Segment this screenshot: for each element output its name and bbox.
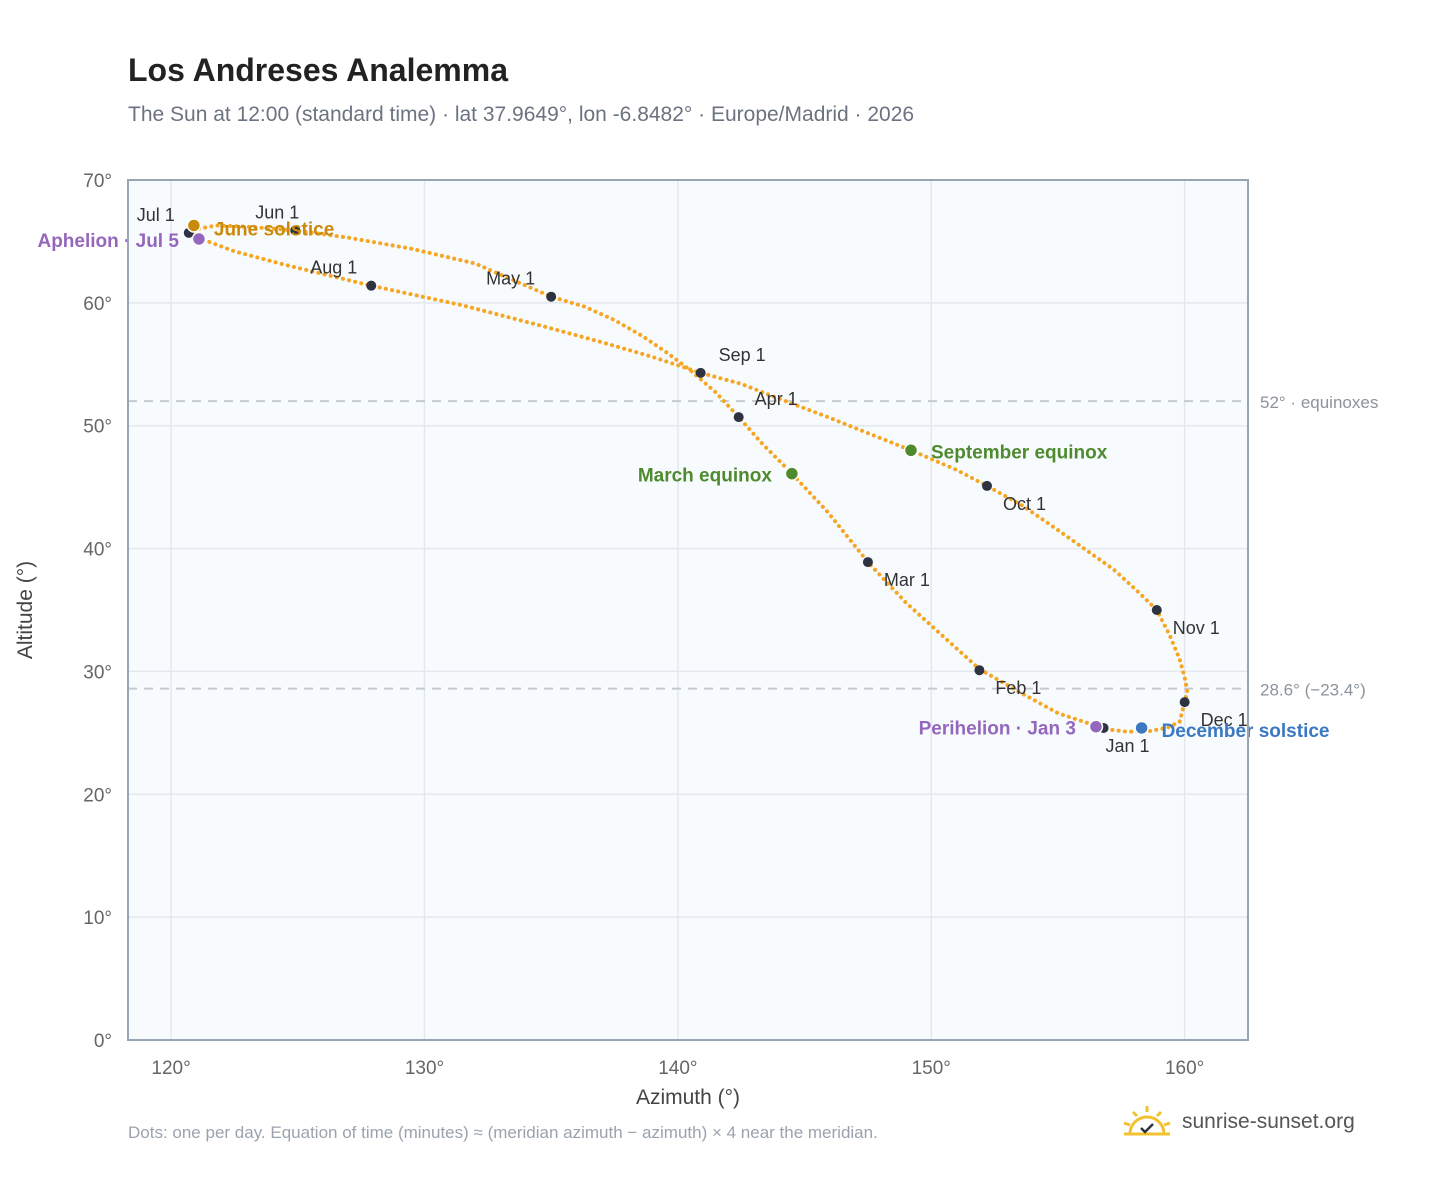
y-tick-label: 10° xyxy=(83,908,112,929)
y-tick-label: 30° xyxy=(83,662,112,683)
month-marker xyxy=(862,557,873,568)
plot-background xyxy=(128,180,1248,1040)
x-tick-label: 150° xyxy=(912,1058,951,1079)
brand-name: sunrise-sunset.org xyxy=(1182,1110,1355,1133)
sunrise-logo-icon xyxy=(1123,1106,1171,1136)
month-marker-label: Oct 1 xyxy=(1003,494,1046,514)
month-marker xyxy=(366,280,377,291)
event-marker-label: Aphelion · Jul 5 xyxy=(37,231,179,252)
y-axis-ticks: 0° 10° 20° 30° 40° 50° 60° 70° xyxy=(83,171,112,1052)
x-axis-ticks: 120° 130° 140° 150° 160° xyxy=(151,1058,1204,1079)
event-marker xyxy=(903,443,919,458)
month-marker xyxy=(733,412,744,423)
month-marker-label: Jul 1 xyxy=(137,205,175,225)
event-marker xyxy=(784,466,800,481)
month-marker-label: Dec 1 xyxy=(1201,710,1248,730)
event-marker xyxy=(191,231,207,247)
brand[interactable]: sunrise-sunset.org xyxy=(1120,1102,1355,1142)
event-marker-label: September equinox xyxy=(931,442,1108,463)
month-marker xyxy=(695,367,706,378)
month-marker-label: May 1 xyxy=(486,269,535,289)
reference-line-label: 52° · equinoxes xyxy=(1260,393,1378,412)
event-marker-label: December solstice xyxy=(1162,721,1330,742)
event-marker xyxy=(1134,720,1149,736)
event-marker xyxy=(1088,719,1104,734)
month-marker-label: Aug 1 xyxy=(310,258,357,278)
x-tick-label: 140° xyxy=(658,1058,697,1079)
reference-line-label: 28.6° (−23.4°) xyxy=(1260,681,1366,700)
analemma-curve xyxy=(191,223,1190,734)
reference-lines: 52° · equinoxes 28.6° (−23.4°) xyxy=(128,393,1378,700)
month-marker-label: Jun 1 xyxy=(255,202,299,222)
y-tick-label: 20° xyxy=(83,785,112,806)
month-marker-label: Nov 1 xyxy=(1173,618,1220,638)
event-marker xyxy=(186,218,202,233)
x-axis-label: Azimuth (°) xyxy=(636,1086,740,1109)
month-marker-label: Sep 1 xyxy=(719,345,766,365)
month-marker xyxy=(1151,605,1162,615)
analemma-series xyxy=(191,223,1190,734)
event-markers: March equinox September equinox June solst… xyxy=(37,218,1330,742)
chart-subtitle: The Sun at 12:00 (standard time) · lat 3… xyxy=(128,103,915,126)
y-tick-label: 0° xyxy=(94,1031,112,1052)
month-marker xyxy=(290,225,301,236)
event-marker-label: March equinox xyxy=(638,466,773,487)
x-tick-label: 160° xyxy=(1165,1058,1204,1079)
month-marker-label: Jan 1 xyxy=(1106,736,1150,756)
x-tick-label: 120° xyxy=(151,1058,190,1079)
month-markers: Jan 1 Feb 1 Mar 1 Apr 1 May 1 Jun 1 Jul 1 Aug 1… xyxy=(137,202,1248,756)
month-marker-label: Apr 1 xyxy=(755,389,798,409)
x-tick-label: 130° xyxy=(405,1058,444,1079)
y-tick-label: 40° xyxy=(83,540,112,561)
plot-frame xyxy=(127,179,1249,1041)
y-tick-label: 50° xyxy=(83,417,112,438)
month-marker xyxy=(982,480,993,491)
event-marker-label: Perihelion · Jan 3 xyxy=(919,719,1076,740)
month-marker xyxy=(546,291,557,302)
y-tick-label: 70° xyxy=(83,171,112,192)
y-tick-label: 60° xyxy=(83,294,112,315)
month-marker-label: Feb 1 xyxy=(995,678,1041,698)
chart-title: Los Andreses Analemma xyxy=(128,52,508,88)
event-marker-label: June solstice xyxy=(214,219,334,240)
month-marker xyxy=(974,665,985,676)
month-marker xyxy=(1179,697,1190,708)
month-marker-label: Mar 1 xyxy=(884,570,930,590)
y-axis-label: Altitude (°) xyxy=(14,561,37,659)
footnote: Dots: one per day. Equation of time (min… xyxy=(128,1123,878,1142)
